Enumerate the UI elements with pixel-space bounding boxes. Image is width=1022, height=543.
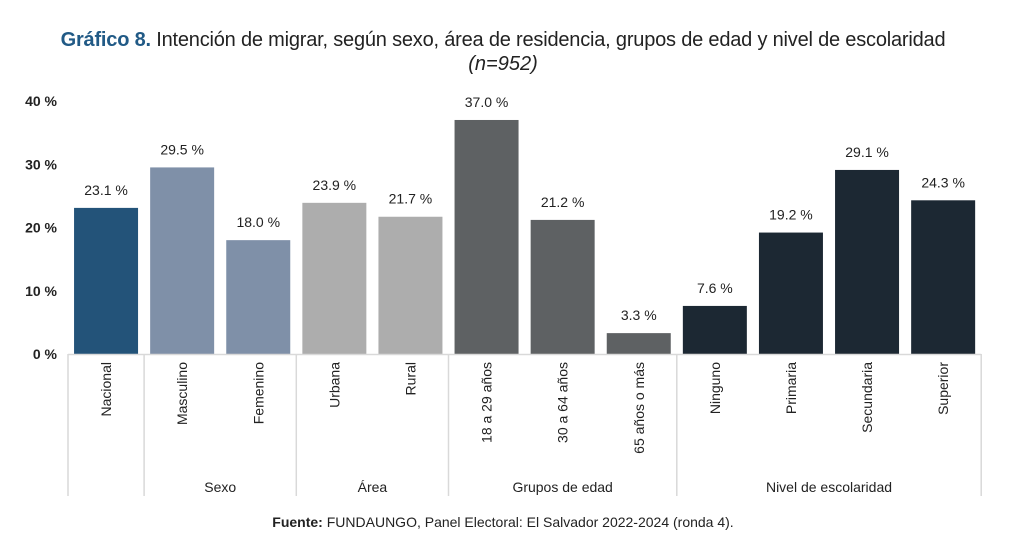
bar xyxy=(74,207,139,354)
data-label: 7.6 % xyxy=(697,280,733,296)
bar xyxy=(226,240,291,354)
x-tick-label: Ninguno xyxy=(707,362,723,414)
bar xyxy=(530,219,595,354)
bar xyxy=(606,333,671,354)
bar xyxy=(302,202,367,354)
x-tick-label: 30 a 64 años xyxy=(555,362,571,443)
data-label: 3.3 % xyxy=(621,307,657,323)
bars xyxy=(74,119,976,354)
bar xyxy=(835,169,900,354)
bar xyxy=(758,232,823,354)
chart-title-text: Intención de migrar, según sexo, área de… xyxy=(150,29,946,51)
data-label: 18.0 % xyxy=(236,214,280,230)
x-tick-label: Urbana xyxy=(326,362,342,408)
y-tick-label: 40 % xyxy=(25,93,57,109)
group-label: Grupos de edad xyxy=(512,479,612,495)
x-tick-label: Superior xyxy=(935,362,951,415)
group-label: Sexo xyxy=(204,479,236,495)
bar xyxy=(911,200,976,354)
x-tick-label: 18 a 29 años xyxy=(479,362,495,443)
x-tick-label: Secundaria xyxy=(859,362,875,433)
data-label: 24.3 % xyxy=(921,174,965,190)
y-tick-label: 20 % xyxy=(25,220,57,236)
chart-title-lead: Gráfico 8. xyxy=(60,29,151,51)
group-label: Nivel de escolaridad xyxy=(766,479,892,495)
x-tick-label: Femenino xyxy=(250,362,266,424)
x-tick-label: Masculino xyxy=(174,362,190,425)
data-label: 29.1 % xyxy=(845,144,889,160)
x-tick-label: Primaria xyxy=(783,362,799,414)
x-tick-label: 65 años o más xyxy=(631,362,647,454)
group-label: Área xyxy=(358,479,388,495)
x-axis: Nacional Masculino Femenino Urbana Rural 18 a… xyxy=(67,353,982,496)
data-label: 23.1 % xyxy=(84,182,128,198)
value-labels: 23.1 % 29.5 % 18.0 % 23.9 % 21.7 % 37.0 % 21.2… xyxy=(84,94,965,323)
data-label: 21.2 % xyxy=(541,194,585,210)
y-axis: 0 % 10 % 20 % 30 % 40 % xyxy=(25,93,57,362)
x-tick-label: Nacional xyxy=(98,362,114,416)
bar xyxy=(378,216,443,354)
y-tick-label: 30 % xyxy=(25,156,57,172)
data-label: 23.9 % xyxy=(313,177,357,193)
y-tick-label: 0 % xyxy=(33,346,58,362)
data-label: 21.7 % xyxy=(389,191,433,207)
chart-title: Gráfico 8. Intención de migrar, según se… xyxy=(0,28,1006,52)
chart-subtitle: (n=952) xyxy=(468,53,538,75)
data-label: 37.0 % xyxy=(465,94,509,110)
source-label: Fuente: xyxy=(272,514,323,530)
bar xyxy=(682,305,747,354)
source-text: FUNDAUNGO, Panel Electoral: El Salvador … xyxy=(322,514,734,530)
bar xyxy=(150,167,215,354)
data-label: 29.5 % xyxy=(160,141,204,157)
source-note: Fuente: FUNDAUNGO, Panel Electoral: El S… xyxy=(0,514,1006,530)
y-tick-label: 10 % xyxy=(25,283,57,299)
x-tick-label: Rural xyxy=(402,362,418,395)
data-label: 19.2 % xyxy=(769,207,813,223)
bar xyxy=(454,119,519,354)
